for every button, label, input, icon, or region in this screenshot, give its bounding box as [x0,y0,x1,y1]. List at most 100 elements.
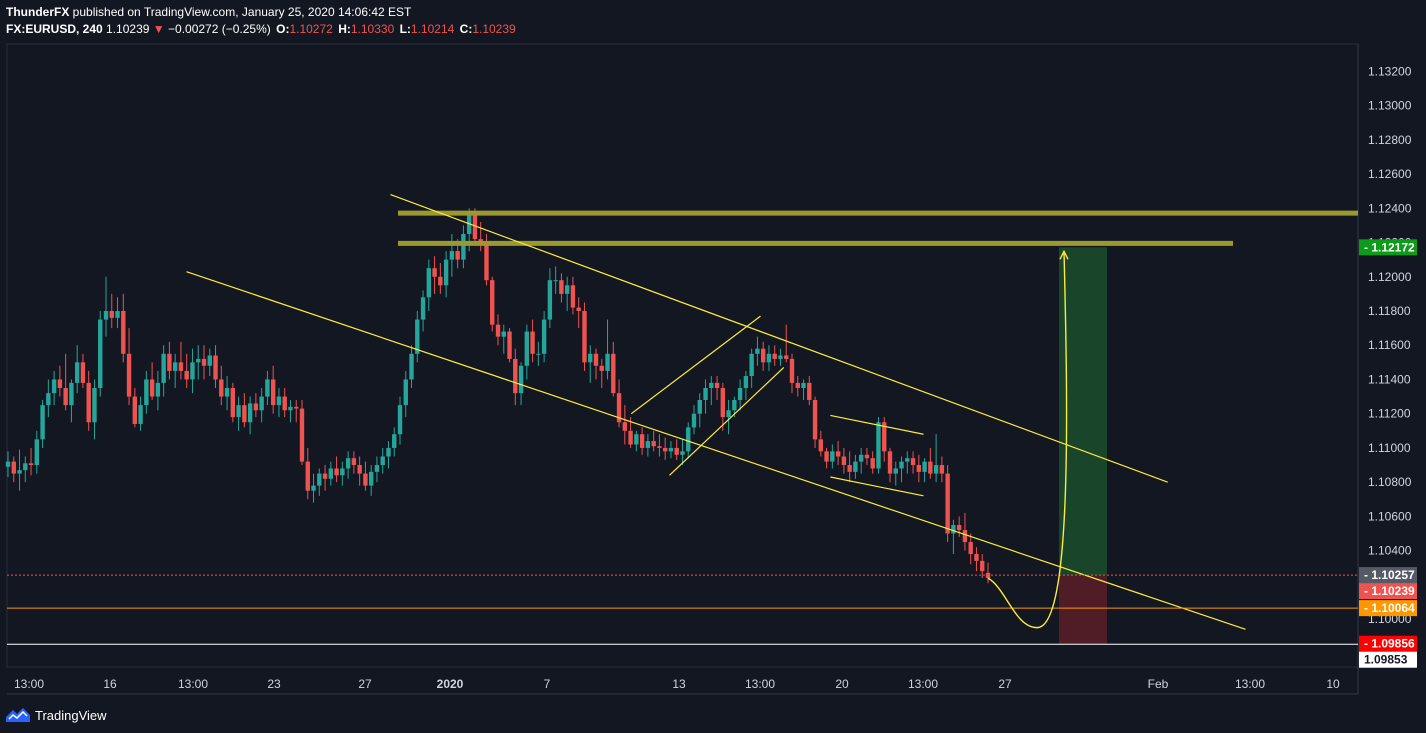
price-label-text: - 1.12172 [1364,240,1415,254]
candle-body [956,524,962,531]
footer-brand[interactable]: TradingView [6,704,107,726]
candle-body [766,353,772,363]
candle [219,365,224,406]
candle [363,461,368,491]
candle [893,461,898,486]
chart-header: ThunderFX published on TradingView.com, … [6,4,516,38]
time-tick-label: 13:00 [745,677,775,691]
candle [311,473,316,503]
candle-body [778,355,783,359]
brand-name: TradingView [35,707,107,723]
candle-body [490,280,495,325]
candle-body [893,468,898,474]
candle-body [518,365,524,394]
trendline-rising-flag-upper [630,315,761,415]
candle [657,434,662,457]
candle-body [224,388,230,397]
candle-body [334,468,339,476]
candle [795,376,800,397]
price-label-1.10239: - 1.10239 [1359,583,1417,600]
candle [922,458,927,483]
candle-body [720,388,726,418]
candle-body [726,410,731,418]
candle-body [380,456,385,466]
candle [524,324,530,380]
price-label-text: - 1.10257 [1364,568,1415,582]
candle-body [144,379,149,406]
publish-info: ThunderFX published on TradingView.com, … [6,4,516,21]
candle [161,345,166,397]
candle-body [870,458,875,469]
candle [138,396,143,431]
candle [149,362,155,400]
candle-body [674,447,679,455]
candle [928,447,933,479]
candle-body [5,461,11,467]
candle-body [351,458,357,466]
candle-body [409,353,414,380]
price-tick-label: 1.12400 [1368,201,1412,215]
candle [870,451,875,474]
author-name[interactable]: ThunderFX [6,5,70,19]
candle [518,362,524,406]
candle [789,353,795,394]
price-label-1.10257: - 1.10257 [1359,567,1417,584]
candle-body [46,393,51,406]
candle-body [23,463,28,471]
candle [299,400,305,466]
down-arrow-icon: ▼ [152,22,165,36]
candle-body [495,324,501,337]
candle-body [922,461,927,472]
candle [380,447,385,474]
price-tick-label: 1.11800 [1368,304,1411,318]
candle [98,311,103,397]
candle [351,451,357,474]
candle [415,311,420,363]
price-tick-label: 1.11200 [1368,407,1411,421]
candle [547,268,553,329]
candle-body [847,465,852,472]
candle-body [801,382,806,389]
candle [5,451,11,478]
candle-body [276,396,282,406]
symbol-label[interactable]: FX:EURUSD, 240 [6,22,103,36]
price-label-1.09856: - 1.09856 [1359,635,1417,652]
candle [686,422,691,459]
candle [749,348,754,389]
candle-body [933,465,939,474]
time-tick-label: 13:00 [1235,677,1265,691]
candle-body [340,468,345,476]
candle [668,441,674,459]
candle-body [841,456,847,466]
candle-body [824,451,829,462]
candle-body [196,358,201,363]
candle [559,273,564,303]
candle [478,222,483,252]
candle-body [899,461,904,469]
high-label: H: [338,22,351,36]
candle [835,441,841,466]
candle-body [103,311,109,320]
candle-body [657,446,662,448]
candle-body [622,422,628,431]
candle-body [593,353,599,366]
price-tick-label: 1.10600 [1368,509,1412,523]
candle-body [40,405,45,440]
candle [841,447,847,474]
candle-body [772,353,777,359]
time-tick-label: 2020 [437,677,464,691]
candle-body [270,379,276,406]
candle-body [478,239,483,243]
candle-body [219,379,224,397]
stop-zone [1059,575,1107,645]
candle [974,547,979,572]
candle [432,256,437,294]
candle [11,456,16,483]
trendline-pennant-lower [830,476,924,497]
candle-body [397,405,403,435]
candle [882,417,887,462]
time-tick-label: 13 [672,677,686,691]
trendline-pennant-upper [830,414,924,435]
candle [530,319,535,363]
